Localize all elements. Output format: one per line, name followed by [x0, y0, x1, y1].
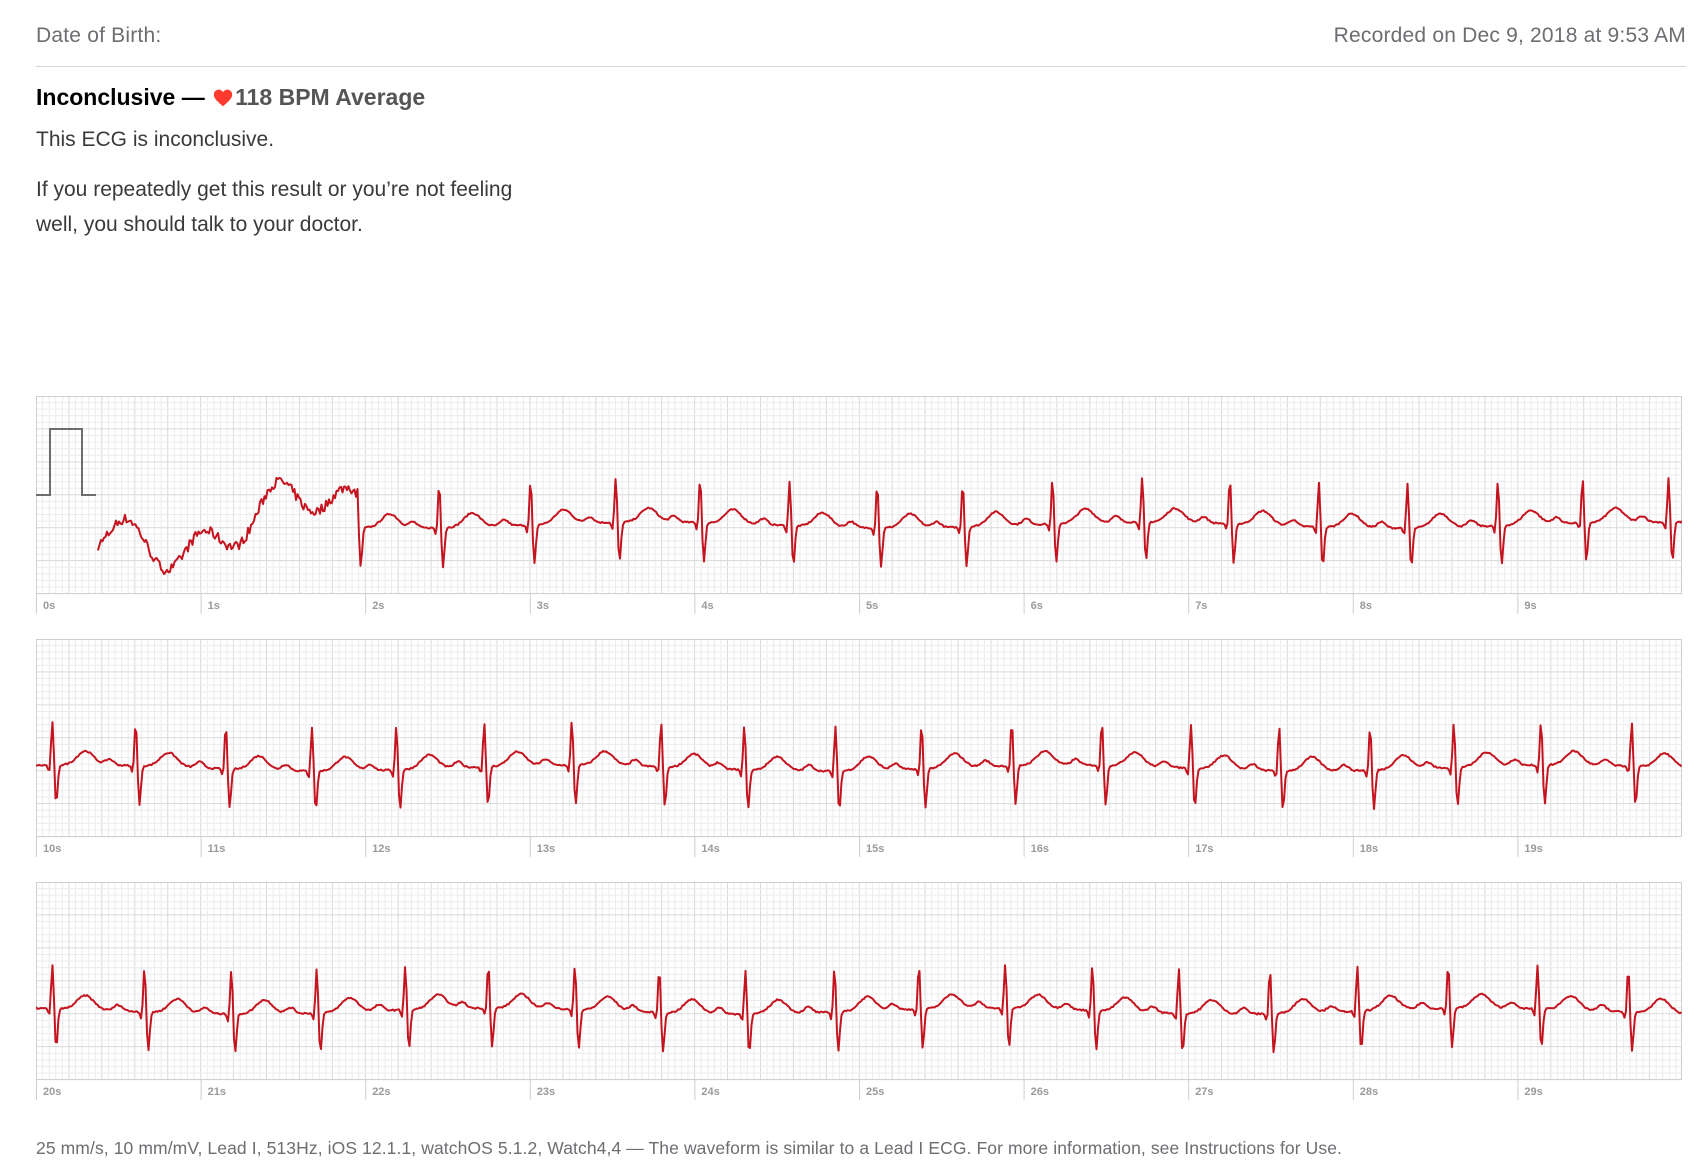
result-advice: If you repeatedly get this result or you… — [36, 178, 513, 236]
second-label: 27s — [1195, 1086, 1213, 1098]
second-label: 2s — [372, 600, 384, 612]
ecg-strip-2: 10s 11s 12s 13s 14s 15s 16s 17s 18s 19s — [36, 639, 1682, 857]
second-label: 1s — [208, 600, 220, 612]
second-label: 21s — [208, 1086, 226, 1098]
second-label: 25s — [866, 1086, 884, 1098]
ecg-chart: 10s 11s 12s 13s 14s 15s 16s 17s 18s 19s — [36, 639, 1682, 857]
second-label: 12s — [372, 843, 390, 855]
second-label: 19s — [1524, 843, 1542, 855]
second-label: 24s — [701, 1086, 719, 1098]
ecg-strip-1: 0s 1s 2s 3s 4s 5s 6s 7s 8s 9s — [36, 396, 1682, 614]
second-label: 9s — [1524, 600, 1536, 612]
second-label: 8s — [1360, 600, 1372, 612]
second-label: 14s — [701, 843, 719, 855]
second-label: 10s — [43, 843, 61, 855]
second-label: 20s — [43, 1086, 61, 1098]
recorded-timestamp: Recorded on Dec 9, 2018 at 9:53 AM — [1333, 24, 1686, 47]
second-label: 18s — [1360, 843, 1378, 855]
second-label: 5s — [866, 600, 878, 612]
average-bpm: 118 BPM Average — [235, 84, 426, 110]
calibration-pulse — [36, 428, 96, 496]
classification-label: Inconclusive — [36, 84, 176, 110]
ecg-grid — [36, 882, 1682, 1081]
second-label: 15s — [866, 843, 884, 855]
second-label: 0s — [43, 600, 55, 612]
date-of-birth-label: Date of Birth: — [36, 24, 162, 47]
ecg-chart: 20s 21s 22s 23s 24s 25s 26s 27s 28s 29s — [36, 882, 1682, 1100]
ecg-waveform — [36, 964, 1682, 1054]
second-label: 13s — [537, 843, 555, 855]
ecg-waveform — [97, 476, 1682, 576]
second-label: 16s — [1031, 843, 1049, 855]
second-label: 7s — [1195, 600, 1207, 612]
second-label: 3s — [537, 600, 549, 612]
ecg-waveform — [36, 721, 1682, 810]
title-separator: — — [175, 84, 212, 110]
second-label: 28s — [1360, 1086, 1378, 1098]
second-label: 26s — [1031, 1086, 1049, 1098]
ecg-grid — [36, 639, 1682, 838]
result-heading: Inconclusive — 118 BPM Average — [36, 84, 425, 111]
result-summary: This ECG is inconclusive. — [36, 128, 275, 151]
ecg-grid — [36, 396, 1682, 595]
second-label: 17s — [1195, 843, 1213, 855]
heart-icon — [213, 87, 233, 107]
ecg-strip-3: 20s 21s 22s 23s 24s 25s 26s 27s 28s 29s — [36, 882, 1682, 1100]
ecg-chart: 0s 1s 2s 3s 4s 5s 6s 7s 8s 9s — [36, 396, 1682, 614]
second-label: 4s — [701, 600, 713, 612]
report-header: Date of Birth: Recorded on Dec 9, 2018 a… — [36, 22, 1686, 67]
second-label: 23s — [537, 1086, 555, 1098]
second-label: 29s — [1524, 1086, 1542, 1098]
second-label: 6s — [1031, 600, 1043, 612]
recording-details: 25 mm/s, 10 mm/mV, Lead I, 513Hz, iOS 12… — [36, 1138, 1343, 1158]
second-label: 22s — [372, 1086, 390, 1098]
second-label: 11s — [208, 843, 226, 855]
